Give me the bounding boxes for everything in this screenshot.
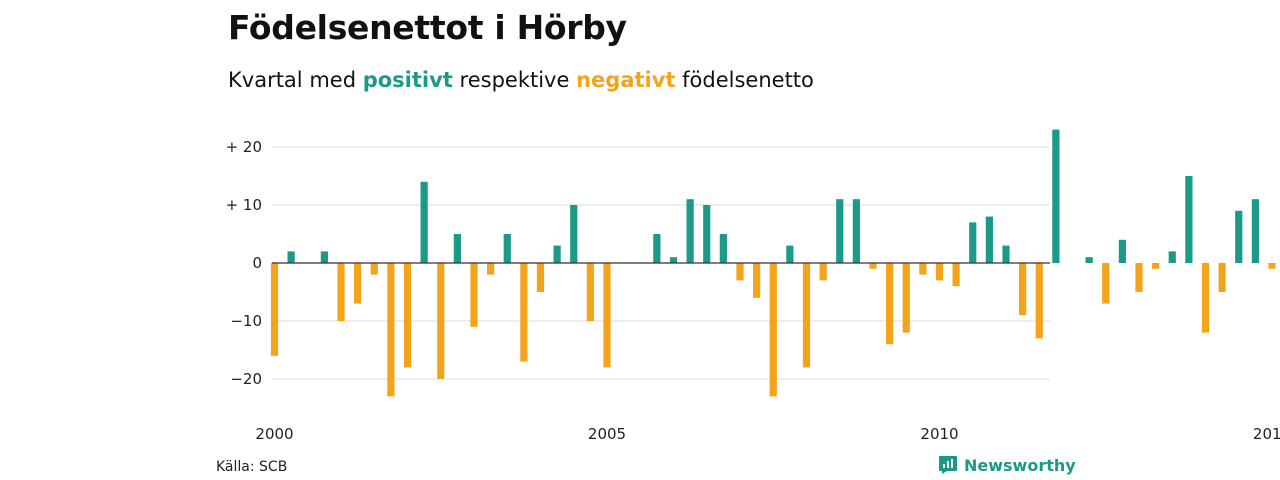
- bar: [802, 263, 811, 368]
- bar: [1118, 239, 1126, 263]
- x-tick-label: 2015: [1253, 425, 1280, 443]
- bar: [819, 263, 827, 281]
- bar: [686, 199, 694, 263]
- bar: [536, 263, 545, 292]
- bar: [653, 234, 661, 263]
- bar: [769, 263, 777, 397]
- bar: [1102, 263, 1110, 304]
- subtitle-prefix: Kvartal med: [228, 68, 357, 92]
- x-tick-label: 2000: [255, 425, 293, 443]
- bar: [570, 205, 578, 263]
- bar: [1201, 263, 1210, 333]
- bar: [836, 199, 844, 263]
- bar: [520, 263, 528, 362]
- bar: [320, 251, 328, 263]
- bar: [969, 222, 977, 263]
- bar: [387, 263, 395, 397]
- bar: [1085, 257, 1093, 263]
- bars: [270, 129, 1276, 397]
- bar: [603, 263, 611, 368]
- subtitle-suffix: födelsenetto: [682, 68, 814, 92]
- brand-logo[interactable]: Newsworthy: [938, 455, 1076, 475]
- bar: [1052, 129, 1060, 263]
- bar: [1019, 263, 1027, 316]
- x-tick-label: 2005: [588, 425, 626, 443]
- bar: [902, 263, 910, 333]
- bar: [370, 263, 378, 275]
- y-tick-label: + 10: [226, 196, 262, 214]
- bar: [1135, 263, 1143, 292]
- source-label: Källa: SCB: [216, 459, 288, 475]
- bar: [1185, 176, 1193, 263]
- bar: [1152, 263, 1160, 269]
- subtitle-negative-word: negativt: [576, 68, 676, 92]
- bar: [952, 263, 960, 287]
- bar: [869, 263, 877, 269]
- bar: [437, 263, 445, 379]
- bar: [487, 263, 495, 275]
- bar: [403, 263, 412, 368]
- newsworthy-logo-icon: [939, 456, 957, 474]
- bar: [354, 263, 362, 304]
- bar: [753, 263, 761, 298]
- bar: [337, 263, 345, 321]
- bar: [1268, 263, 1276, 269]
- bar: [1235, 210, 1243, 263]
- x-tick-label: 2010: [920, 425, 958, 443]
- bar: [1035, 263, 1043, 339]
- bar: [1218, 263, 1226, 292]
- subtitle-middle: respektive: [459, 68, 570, 92]
- bar: [669, 257, 678, 263]
- bar: [470, 263, 478, 327]
- chart-title: Födelsenettot i Hörby: [228, 8, 627, 47]
- bar: [1168, 251, 1176, 263]
- axes: + 20+ 100−10−2020002005201020152020: [226, 138, 1280, 443]
- bar: [1251, 199, 1259, 263]
- bar: [719, 234, 727, 263]
- bar: [1002, 245, 1010, 263]
- bar: [786, 245, 794, 263]
- chart-subtitle: Kvartal med positivt respektive negativt…: [228, 68, 814, 92]
- bar: [287, 251, 295, 263]
- bar: [420, 181, 428, 263]
- y-tick-label: −10: [230, 312, 262, 330]
- bar: [586, 263, 594, 321]
- brand-name: Newsworthy: [964, 455, 1076, 475]
- subtitle-positive-word: positivt: [362, 68, 453, 92]
- bar: [935, 263, 944, 281]
- bar: [503, 234, 511, 263]
- bar: [886, 263, 894, 345]
- bar: [453, 234, 461, 263]
- bar: [553, 245, 561, 263]
- gridlines: [272, 146, 1050, 380]
- bar: [852, 199, 860, 263]
- bar: [919, 263, 927, 275]
- bar: [703, 205, 711, 263]
- y-tick-label: + 20: [226, 138, 262, 156]
- bar: [270, 263, 279, 356]
- bar: [985, 216, 993, 263]
- bar: [736, 263, 744, 281]
- y-tick-label: −20: [230, 370, 262, 388]
- y-tick-label: 0: [252, 254, 262, 272]
